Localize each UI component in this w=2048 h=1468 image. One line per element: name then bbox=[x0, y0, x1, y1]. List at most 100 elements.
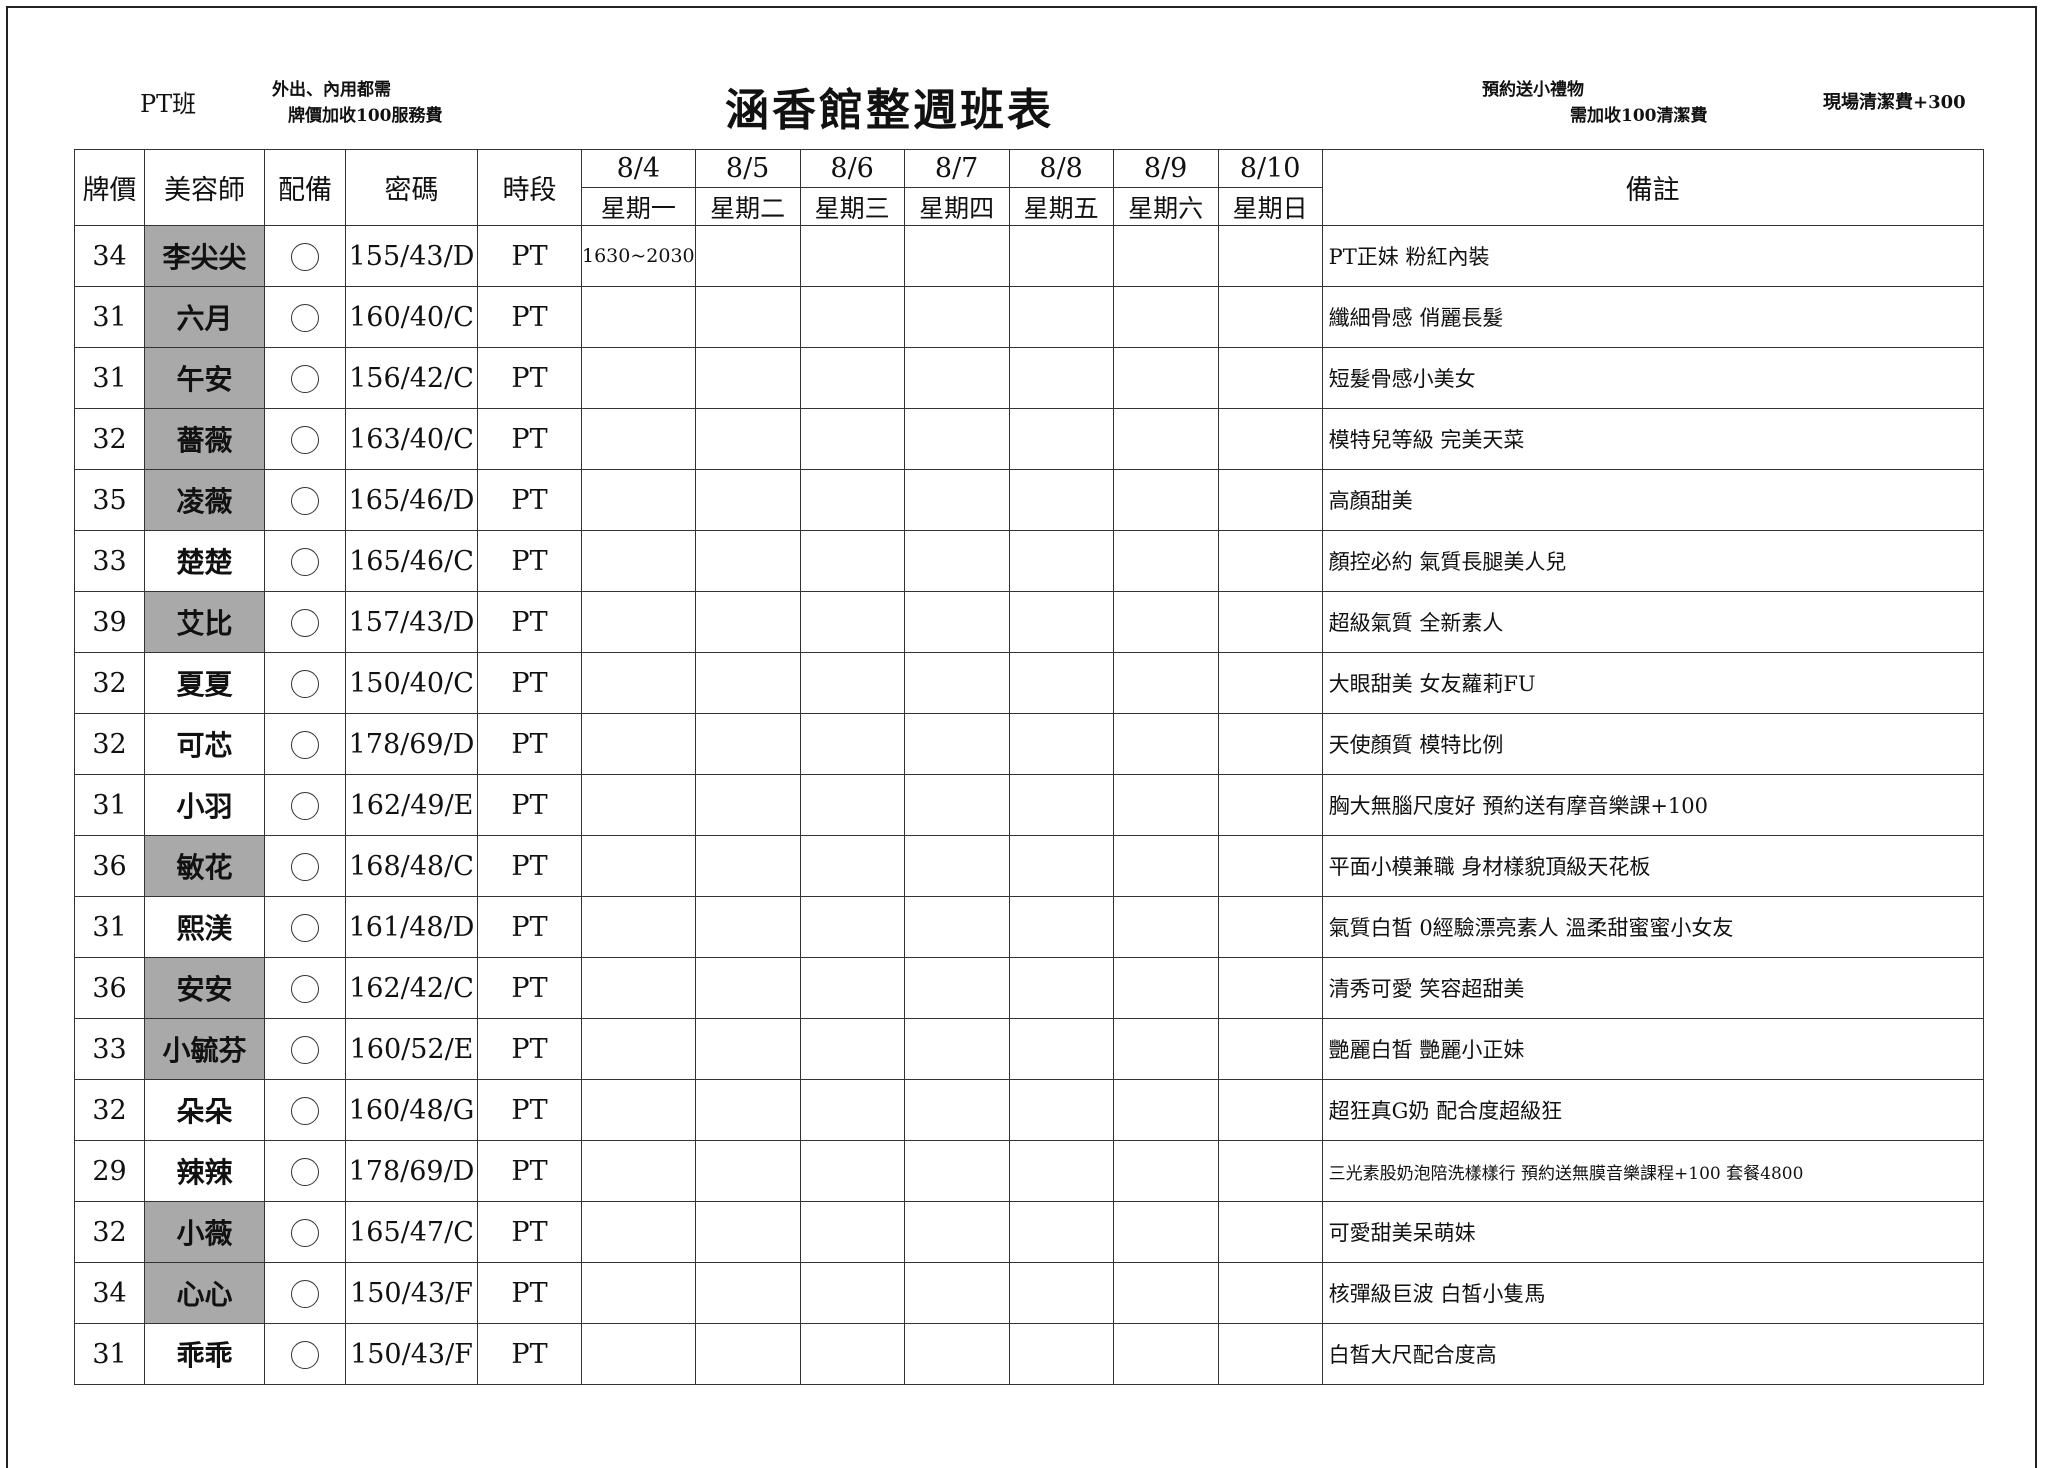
schedule-cell[interactable] bbox=[694, 835, 801, 897]
schedule-cell[interactable] bbox=[799, 408, 905, 470]
schedule-cell[interactable]: 1630~2030 bbox=[581, 225, 696, 287]
schedule-cell[interactable] bbox=[1008, 1018, 1114, 1080]
schedule-cell[interactable] bbox=[1112, 1140, 1219, 1202]
schedule-cell[interactable] bbox=[1217, 469, 1323, 531]
schedule-cell[interactable] bbox=[1008, 1140, 1114, 1202]
schedule-cell[interactable] bbox=[1112, 713, 1219, 775]
schedule-cell[interactable] bbox=[1112, 1323, 1219, 1385]
schedule-cell[interactable] bbox=[903, 469, 1010, 531]
schedule-cell[interactable] bbox=[1217, 896, 1323, 958]
schedule-cell[interactable] bbox=[1008, 835, 1114, 897]
schedule-cell[interactable] bbox=[1217, 835, 1323, 897]
schedule-cell[interactable] bbox=[799, 1018, 905, 1080]
schedule-cell[interactable] bbox=[799, 469, 905, 531]
schedule-cell[interactable] bbox=[1112, 1201, 1219, 1263]
schedule-cell[interactable] bbox=[1008, 652, 1114, 714]
schedule-cell[interactable] bbox=[581, 774, 696, 836]
schedule-cell[interactable] bbox=[1217, 530, 1323, 592]
schedule-cell[interactable] bbox=[1112, 347, 1219, 409]
schedule-cell[interactable] bbox=[694, 469, 801, 531]
schedule-cell[interactable] bbox=[903, 591, 1010, 653]
schedule-cell[interactable] bbox=[903, 347, 1010, 409]
schedule-cell[interactable] bbox=[581, 591, 696, 653]
schedule-cell[interactable] bbox=[1008, 957, 1114, 1019]
schedule-cell[interactable] bbox=[694, 1140, 801, 1202]
schedule-cell[interactable] bbox=[903, 286, 1010, 348]
schedule-cell[interactable] bbox=[1217, 957, 1323, 1019]
schedule-cell[interactable] bbox=[1008, 896, 1114, 958]
schedule-cell[interactable] bbox=[1112, 835, 1219, 897]
schedule-cell[interactable] bbox=[1112, 1262, 1219, 1324]
schedule-cell[interactable] bbox=[1217, 1140, 1323, 1202]
schedule-cell[interactable] bbox=[799, 225, 905, 287]
schedule-cell[interactable] bbox=[1008, 286, 1114, 348]
schedule-cell[interactable] bbox=[581, 896, 696, 958]
schedule-cell[interactable] bbox=[694, 1018, 801, 1080]
schedule-cell[interactable] bbox=[1008, 469, 1114, 531]
schedule-cell[interactable] bbox=[1008, 713, 1114, 775]
schedule-cell[interactable] bbox=[903, 835, 1010, 897]
schedule-cell[interactable] bbox=[694, 774, 801, 836]
schedule-cell[interactable] bbox=[1217, 774, 1323, 836]
schedule-cell[interactable] bbox=[1112, 1079, 1219, 1141]
schedule-cell[interactable] bbox=[903, 1140, 1010, 1202]
schedule-cell[interactable] bbox=[903, 896, 1010, 958]
schedule-cell[interactable] bbox=[581, 1140, 696, 1202]
schedule-cell[interactable] bbox=[799, 713, 905, 775]
schedule-cell[interactable] bbox=[1217, 347, 1323, 409]
schedule-cell[interactable] bbox=[799, 896, 905, 958]
schedule-cell[interactable] bbox=[581, 408, 696, 470]
schedule-cell[interactable] bbox=[1008, 774, 1114, 836]
schedule-cell[interactable] bbox=[799, 591, 905, 653]
schedule-cell[interactable] bbox=[1217, 1079, 1323, 1141]
schedule-cell[interactable] bbox=[799, 1140, 905, 1202]
schedule-cell[interactable] bbox=[581, 713, 696, 775]
schedule-cell[interactable] bbox=[694, 1262, 801, 1324]
schedule-cell[interactable] bbox=[581, 957, 696, 1019]
schedule-cell[interactable] bbox=[903, 530, 1010, 592]
schedule-cell[interactable] bbox=[694, 530, 801, 592]
schedule-cell[interactable] bbox=[581, 530, 696, 592]
schedule-cell[interactable] bbox=[799, 286, 905, 348]
schedule-cell[interactable] bbox=[799, 347, 905, 409]
schedule-cell[interactable] bbox=[1008, 1323, 1114, 1385]
schedule-cell[interactable] bbox=[581, 835, 696, 897]
schedule-cell[interactable] bbox=[1217, 408, 1323, 470]
schedule-cell[interactable] bbox=[581, 1079, 696, 1141]
schedule-cell[interactable] bbox=[1217, 1323, 1323, 1385]
schedule-cell[interactable] bbox=[1008, 1201, 1114, 1263]
schedule-cell[interactable] bbox=[581, 286, 696, 348]
schedule-cell[interactable] bbox=[1112, 1018, 1219, 1080]
schedule-cell[interactable] bbox=[799, 530, 905, 592]
schedule-cell[interactable] bbox=[1217, 1262, 1323, 1324]
schedule-cell[interactable] bbox=[694, 896, 801, 958]
schedule-cell[interactable] bbox=[1008, 225, 1114, 287]
schedule-cell[interactable] bbox=[1008, 591, 1114, 653]
schedule-cell[interactable] bbox=[694, 713, 801, 775]
schedule-cell[interactable] bbox=[903, 408, 1010, 470]
schedule-cell[interactable] bbox=[694, 408, 801, 470]
schedule-cell[interactable] bbox=[799, 1323, 905, 1385]
schedule-cell[interactable] bbox=[694, 652, 801, 714]
schedule-cell[interactable] bbox=[1217, 652, 1323, 714]
schedule-cell[interactable] bbox=[1112, 591, 1219, 653]
schedule-cell[interactable] bbox=[1008, 530, 1114, 592]
schedule-cell[interactable] bbox=[799, 835, 905, 897]
schedule-cell[interactable] bbox=[694, 591, 801, 653]
schedule-cell[interactable] bbox=[581, 652, 696, 714]
schedule-cell[interactable] bbox=[799, 957, 905, 1019]
schedule-cell[interactable] bbox=[799, 652, 905, 714]
schedule-cell[interactable] bbox=[694, 1079, 801, 1141]
schedule-cell[interactable] bbox=[581, 1323, 696, 1385]
schedule-cell[interactable] bbox=[1112, 530, 1219, 592]
schedule-cell[interactable] bbox=[1112, 652, 1219, 714]
schedule-cell[interactable] bbox=[903, 713, 1010, 775]
schedule-cell[interactable] bbox=[1112, 957, 1219, 1019]
schedule-cell[interactable] bbox=[903, 652, 1010, 714]
schedule-cell[interactable] bbox=[1112, 225, 1219, 287]
schedule-cell[interactable] bbox=[694, 957, 801, 1019]
schedule-cell[interactable] bbox=[581, 347, 696, 409]
schedule-cell[interactable] bbox=[799, 1201, 905, 1263]
schedule-cell[interactable] bbox=[694, 347, 801, 409]
schedule-cell[interactable] bbox=[1008, 1262, 1114, 1324]
